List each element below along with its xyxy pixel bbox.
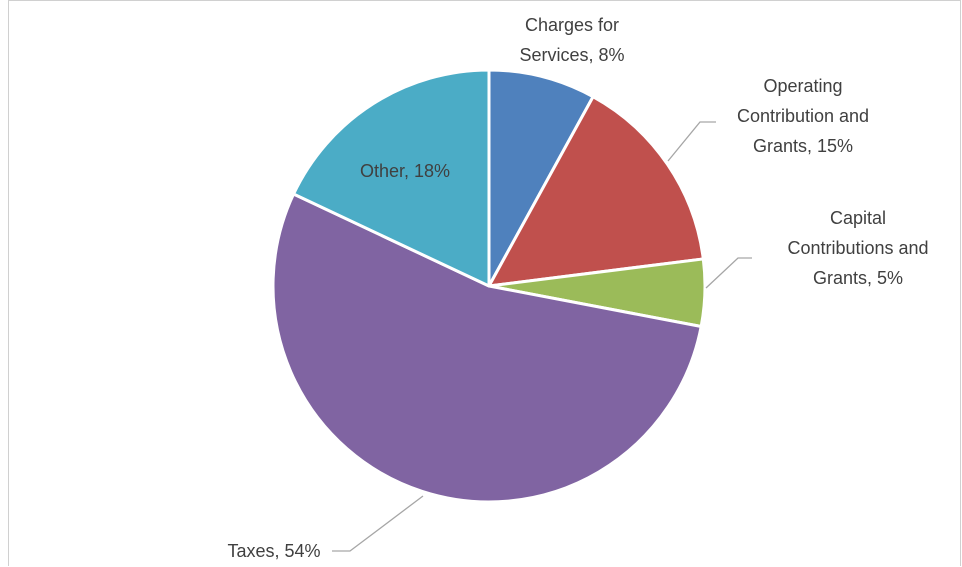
data-label-line: Grants, 5% — [813, 268, 903, 288]
pie-slice-taxes — [271, 192, 703, 504]
data-label-line: Services, 8% — [519, 45, 624, 65]
pie-slice-other — [292, 68, 491, 288]
data-label-line: Operating — [763, 76, 842, 96]
data-label-other: Other, 18% — [360, 161, 450, 181]
data-label-line: Taxes, 54% — [227, 541, 320, 561]
leader-lines — [332, 121, 752, 552]
pie-slice-operating-contribution-and-grants — [487, 95, 705, 288]
data-label-line: Other, 18% — [360, 161, 450, 181]
data-label-operating-contribution-and-grants: Operating Contribution and Grants, 15% — [737, 76, 869, 156]
data-label-line: Capital — [830, 208, 886, 228]
data-label-charges-for-services: Charges for Services, 8% — [519, 15, 624, 65]
data-label-line: Contribution and — [737, 106, 869, 126]
data-label-line: Charges for — [525, 15, 619, 35]
data-label-taxes: Taxes, 54% — [227, 541, 320, 561]
slice-labels: Charges for Services, 8% Operating Contribu… — [227, 15, 928, 561]
leader-line-taxes — [332, 495, 424, 552]
pie-slices — [271, 68, 707, 504]
pie-slice-charges-for-services — [487, 68, 595, 288]
leader-line-capital-contributions-and-grants — [705, 257, 752, 289]
data-label-line: Grants, 15% — [753, 136, 853, 156]
leader-line-operating-contribution-and-grants — [667, 121, 716, 162]
data-label-line: Contributions and — [787, 238, 928, 258]
data-label-capital-contributions-and-grants: Capital Contributions and Grants, 5% — [787, 208, 928, 288]
